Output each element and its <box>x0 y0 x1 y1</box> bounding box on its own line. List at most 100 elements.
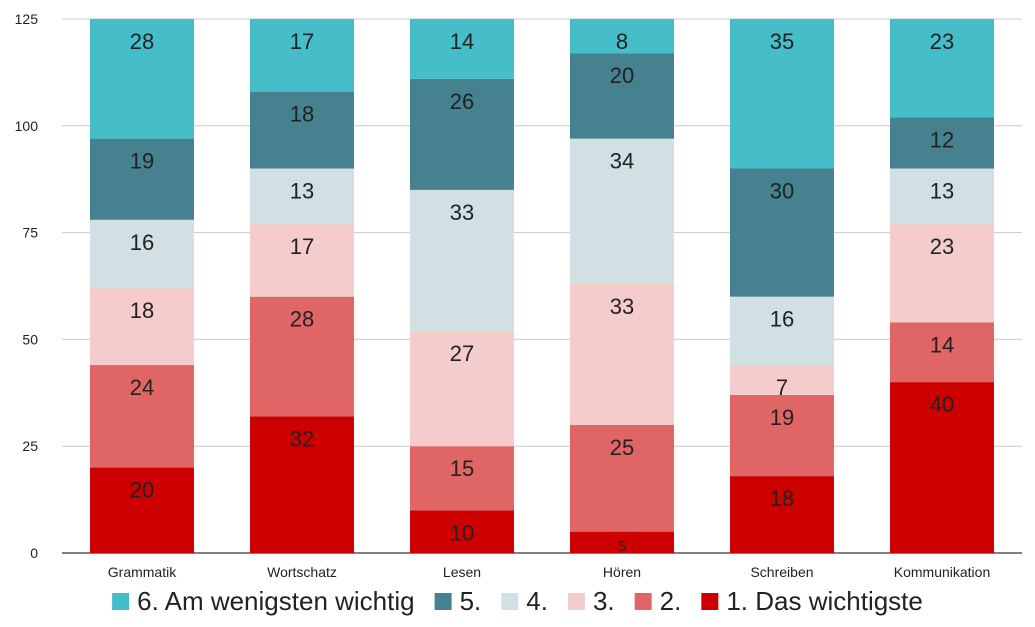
legend-label: 5. <box>460 586 482 616</box>
legend-swatch <box>567 593 585 610</box>
data-label: 35 <box>770 29 794 54</box>
x-category-label: Lesen <box>443 564 481 580</box>
bar-segment <box>250 91 354 169</box>
x-category-label: Grammatik <box>108 564 177 580</box>
data-label: 19 <box>130 149 154 174</box>
bar-segment <box>410 78 514 190</box>
x-category-label: Wortschatz <box>267 564 337 580</box>
data-label: 23 <box>930 234 954 259</box>
x-category-label: Kommunikation <box>894 564 991 580</box>
data-label: 17 <box>290 234 314 259</box>
bar-segment <box>250 19 354 92</box>
legend-swatch <box>501 593 519 610</box>
data-label: 18 <box>290 102 314 127</box>
bar-segment <box>570 531 674 553</box>
data-label: 10 <box>450 520 474 545</box>
bar-segment <box>730 19 834 169</box>
data-label: 27 <box>450 341 474 366</box>
bar-segment <box>730 168 834 297</box>
legend: 6. Am wenigsten wichtig 5. 4. 3. 2. 1. Das wi… <box>112 586 923 616</box>
data-label: 33 <box>450 200 474 225</box>
bar-segment <box>890 224 994 323</box>
bar-segment <box>250 168 354 225</box>
bar-segment <box>410 330 514 447</box>
bar-segment <box>410 189 514 331</box>
bar-segment <box>570 19 674 54</box>
legend-label: 2. <box>660 586 682 616</box>
bar-segment <box>90 467 194 553</box>
y-tick-label: 50 <box>22 331 38 347</box>
bar-segment <box>890 168 994 225</box>
data-label: 33 <box>610 294 634 319</box>
data-label: 19 <box>770 405 794 430</box>
data-label: 16 <box>770 307 794 332</box>
data-label: 18 <box>770 486 794 511</box>
gridlines <box>62 18 1022 554</box>
x-category-label: Schreiben <box>750 564 813 580</box>
bar-segment <box>570 283 674 425</box>
y-tick-label: 100 <box>15 118 39 134</box>
data-label: 12 <box>930 127 954 152</box>
x-category-label: Hören <box>603 564 641 580</box>
bar-segment <box>90 365 194 468</box>
bars <box>90 19 994 553</box>
bar-segment <box>90 288 194 366</box>
bar-segment <box>250 416 354 553</box>
y-tick-label: 0 <box>30 545 38 561</box>
bar-segment <box>730 365 834 395</box>
data-label: 23 <box>930 29 954 54</box>
y-axis-ticks: 0 25 50 75 100 125 <box>15 11 39 561</box>
x-axis-categories: Grammatik Wortschatz Lesen Hören Schreiben Ko… <box>108 564 990 580</box>
legend-label: 6. Am wenigsten wichtig <box>137 586 414 616</box>
data-label: 28 <box>130 29 154 54</box>
data-label: 5 <box>618 538 626 554</box>
data-label: 15 <box>450 456 474 481</box>
data-label: 40 <box>930 392 954 417</box>
data-label: 20 <box>610 63 634 88</box>
y-tick-label: 125 <box>15 11 39 27</box>
data-label: 13 <box>290 179 314 204</box>
bar-segment <box>250 224 354 297</box>
data-label: 30 <box>770 179 794 204</box>
bar-segment <box>410 19 514 79</box>
bar-segment <box>730 296 834 366</box>
data-label: 24 <box>130 375 154 400</box>
data-label: 13 <box>930 179 954 204</box>
data-label: 25 <box>610 435 634 460</box>
data-label: 14 <box>450 29 474 54</box>
data-labels: 20 24 18 16 19 28 32 28 17 13 18 17 10 15 27 33 26 14 5 25 3… <box>130 29 954 554</box>
legend-swatch <box>701 593 719 610</box>
data-label: 34 <box>610 149 634 174</box>
bar-segment <box>90 19 194 139</box>
bar-segment <box>90 219 194 289</box>
data-label: 17 <box>290 29 314 54</box>
bar-segment <box>410 510 514 553</box>
data-label: 26 <box>450 89 474 114</box>
bar-segment <box>570 424 674 532</box>
y-tick-label: 25 <box>22 438 38 454</box>
data-label: 18 <box>130 298 154 323</box>
data-label: 7 <box>776 375 788 400</box>
data-label: 8 <box>616 29 628 54</box>
bar-segment <box>890 117 994 169</box>
bar-segment <box>890 382 994 553</box>
bar-segment <box>410 446 514 511</box>
legend-label: 1. Das wichtigste <box>726 586 923 616</box>
legend-label: 4. <box>526 586 548 616</box>
bar-segment <box>570 138 674 284</box>
data-label: 16 <box>130 230 154 255</box>
legend-swatch <box>634 593 652 610</box>
data-label: 14 <box>930 332 954 357</box>
bar-segment <box>250 296 354 417</box>
data-label: 28 <box>290 307 314 332</box>
bar-segment <box>730 394 834 477</box>
bar-segment <box>730 476 834 553</box>
legend-swatch <box>112 593 130 610</box>
y-tick-label: 75 <box>22 225 38 241</box>
data-label: 32 <box>290 426 314 451</box>
legend-label: 3. <box>593 586 615 616</box>
bar-segment <box>890 322 994 383</box>
bar-segment <box>570 53 674 139</box>
